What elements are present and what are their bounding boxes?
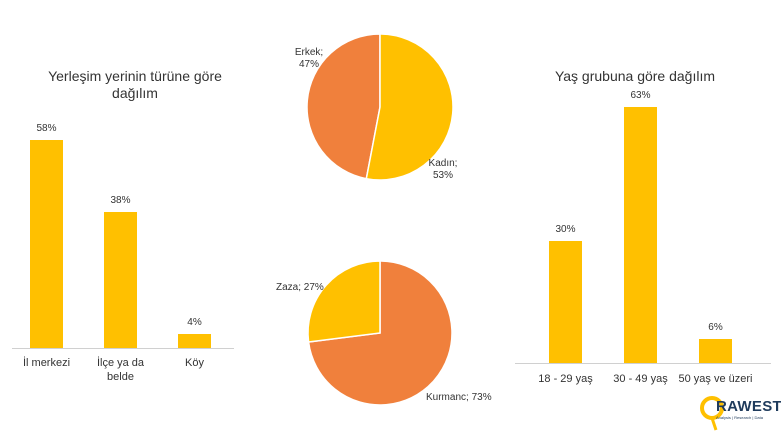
pie-label-kadin: Kadın; 53% [426, 158, 460, 182]
pie-label-kurmanc: Kurmanc; 73% [426, 392, 492, 403]
bar-category-line-2-0: Köy [185, 357, 204, 369]
settlement-x-axis [12, 348, 234, 349]
bar-category-label-1: 30 - 49 yaş [601, 372, 681, 386]
settlement-chart-title: Yerleşim yerinin türüne göre dağılım [20, 68, 250, 102]
settlement-chart-title-line-1: Yerleşim yerinin türüne göre [48, 68, 222, 84]
bar-category-label-2: Köy [155, 356, 235, 370]
bar-value-label-0: 58% [36, 122, 57, 134]
bar-category-label-0: 18 - 29 yaş [526, 372, 606, 386]
logo-text: RAWEST [716, 398, 781, 415]
language-pie [307, 260, 453, 406]
bar-category-line-1-1: belde [107, 371, 134, 383]
pie-label-kadin-name: Kadın; [428, 158, 458, 169]
bar-2 [178, 333, 211, 348]
bar-value-label-2: 6% [708, 321, 723, 333]
pie-label-erkek: Erkek; 47% [293, 47, 325, 71]
pie-label-kadin-value: 53% [432, 170, 453, 181]
gender-pie [306, 33, 454, 181]
age-chart-title: Yaş grubuna göre dağılım [554, 68, 716, 84]
pie-slice-1 [365, 33, 454, 181]
bar-0 [30, 139, 63, 348]
bar-category-line-1-0: İlçe ya da [96, 357, 145, 369]
bar-0 [549, 241, 582, 363]
logo-subtitle: Analysis | Research | Data [716, 415, 763, 420]
bar-category-label-2: 50 yaş ve üzeri [676, 372, 756, 386]
settlement-chart-title-line-2: dağılım [112, 85, 158, 101]
bar-category-line-2-0: 50 yaş ve üzeri [678, 373, 753, 385]
pie-label-erkek-name: Erkek; [294, 47, 324, 58]
bar-1 [624, 107, 657, 363]
bar-1 [104, 211, 137, 348]
bar-category-line-0-0: İl merkezi [22, 357, 71, 369]
pie-slice-1 [307, 260, 381, 343]
pie-label-zaza: Zaza; 27% [276, 282, 324, 293]
bar-category-label-1: İlçe ya da belde [81, 356, 161, 384]
pie-label-erkek-value: 47% [298, 59, 319, 70]
bar-value-label-2: 4% [187, 316, 202, 328]
rawest-logo-icon [700, 396, 724, 431]
bar-value-label-1: 63% [630, 90, 651, 101]
bar-value-label-1: 38% [110, 194, 131, 206]
bar-category-line-0-0: 18 - 29 yaş [538, 373, 593, 385]
bar-2 [699, 338, 732, 363]
bar-value-label-0: 30% [555, 224, 576, 236]
bar-category-line-1-0: 30 - 49 yaş [613, 373, 668, 385]
age-x-axis [515, 363, 771, 364]
pie-slice-0 [306, 33, 381, 180]
bar-category-label-0: İl merkezi [7, 356, 87, 370]
